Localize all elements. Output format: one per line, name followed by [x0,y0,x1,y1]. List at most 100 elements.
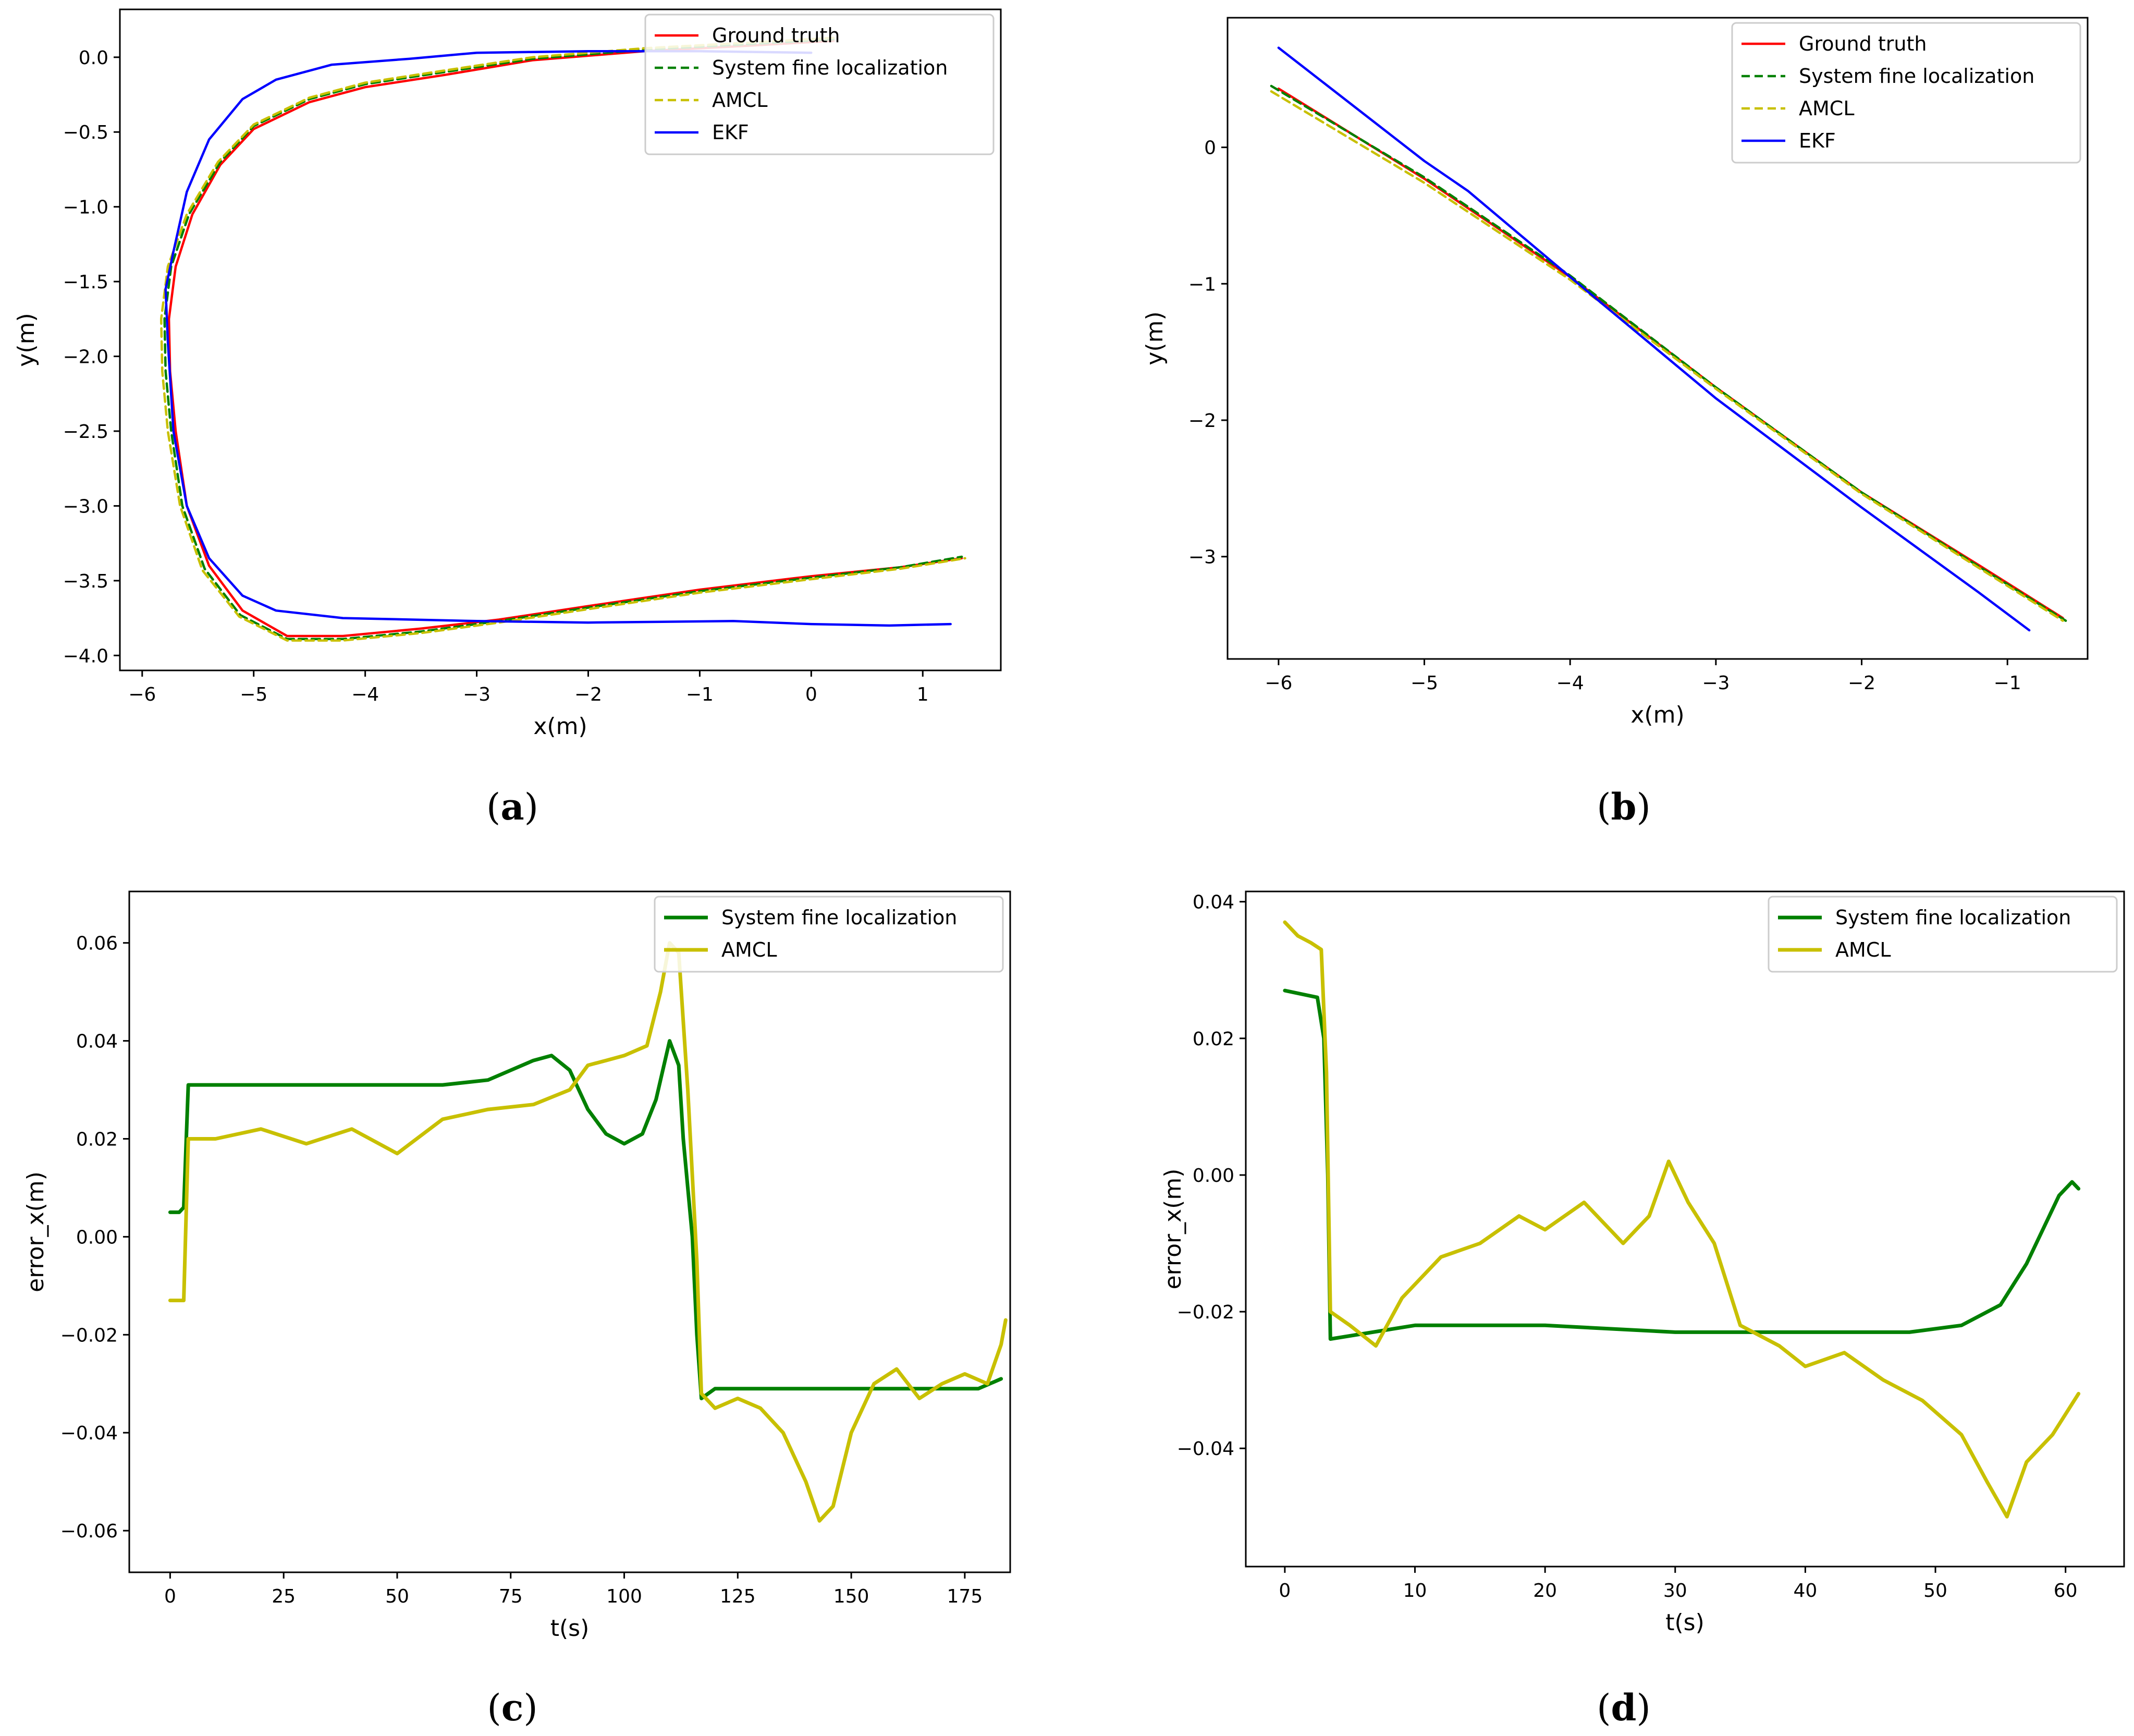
panel-c-caption: (c) [487,1686,537,1729]
panel-c-xtick-label: 100 [606,1586,642,1607]
panel-b-series-amcl [1270,90,2064,622]
panel-c-ytick-label: 0.04 [76,1031,118,1053]
panel-c-caption-open: ( [487,1686,501,1729]
panel-a-ytick-label: −2.5 [63,421,108,443]
panel-a-series-ekf [164,50,952,627]
panel-a-ytick-label: −3.5 [63,571,108,592]
panel-a-caption-close: ) [524,786,538,828]
panel-d-plot: 0 10 20 30 40 50 60 0.04 0.02 0.00 −0.02 −0.04 t(s) e… [1160,890,2125,1636]
panel-c-series-amcl [168,941,1008,1523]
panel-a-xtick-label: −4 [351,684,379,705]
panel-d-series-amcl [1283,920,2081,1519]
panel-a-legend: Ground truth System fine localization AMCL… [644,14,995,155]
panel-c-xtick-label: 150 [833,1586,869,1607]
panel-a-series-amcl [160,36,966,642]
panel-c-series-system-fine [168,1039,1003,1400]
panel-d-xtick-label: 50 [1923,1580,1947,1601]
panel-b-ytick-label: −2 [1188,410,1216,432]
panel-b-caption: (b) [1597,785,1651,828]
panel-b-ytick-label: 0 [1204,138,1216,159]
panel-d-ytick-label: −0.04 [1177,1438,1234,1460]
panel-c-xtick-label: 175 [947,1586,983,1607]
panel-c-axes-frame [128,890,1011,1573]
panel-a-axes-frame [119,8,1002,671]
panel-c-ytick-label: −0.04 [60,1423,118,1444]
panel-c-caption-letter: c [501,1686,524,1729]
panel-b-ytick-label: −3 [1188,547,1216,568]
panel-d-caption: (d) [1597,1686,1651,1729]
panel-a-xtick-label: −6 [128,684,156,705]
panel-c-ytick-label: −0.02 [60,1325,118,1346]
panel-a: −6 −5 −4 −3 −2 −1 0 1 0.0 −0.5 −1.0 −1.5 −2.0 −2.5 −3.… [13,8,1002,828]
panel-c-ylabel: error_x(m) [22,1171,49,1292]
panel-a-series-ground-truth [167,39,963,638]
panel-a-caption-letter: a [500,785,524,828]
panel-d-xtick-label: 60 [2054,1580,2078,1601]
panel-b-caption-letter: b [1611,785,1637,828]
panel-a-xtick-label: −5 [240,684,267,705]
panel-b-legend: Ground truth System fine localization AMCL… [1731,22,2081,164]
panel-b-xtick-label: −4 [1556,673,1584,694]
panel-d-xtick-label: 0 [1279,1580,1291,1601]
panel-a-legend-box [644,14,995,155]
panel-c-xtick-label: 25 [272,1586,296,1607]
panel-b-ylabel: y(m) [1142,311,1168,365]
panel-c: 0 25 50 75 100 125 150 175 0.06 0.04 0.02 0.00 −0.02… [22,890,1011,1729]
panel-c-xtick-label: 75 [499,1586,523,1607]
panel-d-ytick-label: 0.02 [1193,1029,1234,1050]
panel-a-xtick-label: 0 [805,684,817,705]
panel-d-ytick-label: −0.02 [1177,1302,1234,1323]
panel-c-xlabel: t(s) [550,1615,590,1642]
panel-c-xtick-label: 0 [164,1586,176,1607]
panel-b-series-ekf [1277,46,2031,632]
panel-a-xtick-label: −2 [574,684,602,705]
panel-d-ylabel: error_x(m) [1160,1169,1186,1290]
panel-c-xtick-label: 50 [385,1586,409,1607]
panel-b-xtick-label: −2 [1848,673,1875,694]
panel-a-xtick-label: 1 [917,684,929,705]
panel-b-xlabel: x(m) [1630,702,1684,728]
panel-b-ytick-label: −1 [1188,274,1216,295]
panel-c-caption-close: ) [523,1686,537,1729]
panel-a-legend-label: Ground truth [712,24,840,47]
panel-a-caption: (a) [486,785,538,828]
panel-d-caption-open: ( [1597,1686,1611,1729]
panel-a-legend-label: EKF [712,121,749,144]
panel-a-plot: −6 −5 −4 −3 −2 −1 0 1 0.0 −0.5 −1.0 −1.5 −2.0 −2.5 −3.… [13,8,1002,740]
panel-d-legend: System fine localization AMCL [1768,896,2118,973]
panel-b-legend-label: System fine localization [1799,65,2034,88]
panel-c-legend-label: System fine localization [721,906,957,929]
panel-d-xtick-label: 30 [1663,1580,1687,1601]
panel-a-series-system-fine [163,38,963,641]
panel-c-ytick-label: −0.06 [60,1521,118,1542]
panel-a-caption-open: ( [486,786,500,828]
panel-c-ytick-label: 0.00 [76,1227,118,1248]
panel-a-ytick-label: −1.5 [63,272,108,293]
panel-b-xtick-label: −6 [1265,673,1292,694]
panel-c-legend-label: AMCL [721,938,777,961]
panel-b-xtick-label: −5 [1411,673,1438,694]
panel-b-axes-frame [1227,17,2089,660]
panel-d-legend-label: System fine localization [1835,906,2071,929]
panel-c-ytick-label: 0.02 [76,1129,118,1150]
panel-d-ytick-label: 0.00 [1193,1165,1234,1187]
panel-b-caption-open: ( [1597,786,1611,828]
panel-d-xtick-label: 10 [1403,1580,1427,1601]
panel-a-ytick-label: −0.5 [63,122,108,143]
panel-a-ylabel: y(m) [13,313,40,366]
panel-a-ytick-label: −2.0 [63,347,108,368]
panel-a-xtick-label: −1 [686,684,714,705]
panel-b-xtick-label: −3 [1702,673,1730,694]
panel-d-legend-box [1768,896,2118,973]
panel-b: −6 −5 −4 −3 −2 −1 0 −1 −2 −3 x(m) y(m) Ground truth S… [1142,17,2089,828]
panel-c-ytick-label: 0.06 [76,933,118,955]
panel-b-legend-label: EKF [1799,129,1836,152]
panel-a-xlabel: x(m) [533,713,587,740]
panel-d-legend-label: AMCL [1835,938,1891,961]
panel-c-legend: System fine localization AMCL [654,896,1004,973]
panel-a-ytick-label: 0.0 [79,47,108,69]
panel-d-xtick-label: 40 [1794,1580,1818,1601]
panel-b-series-group [1270,46,2067,632]
